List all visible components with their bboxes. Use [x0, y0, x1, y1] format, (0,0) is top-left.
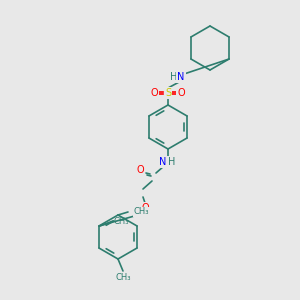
Text: H: H — [170, 72, 178, 82]
Text: CH₃: CH₃ — [114, 217, 129, 226]
Text: O: O — [136, 165, 144, 175]
Text: O: O — [177, 88, 185, 98]
Text: O: O — [150, 88, 158, 98]
Text: CH₃: CH₃ — [115, 273, 131, 282]
Text: N: N — [177, 72, 185, 82]
Text: N: N — [159, 157, 167, 167]
Text: H: H — [168, 157, 176, 167]
Text: CH₃: CH₃ — [134, 208, 149, 217]
Text: O: O — [141, 203, 149, 213]
Text: S: S — [165, 88, 171, 98]
